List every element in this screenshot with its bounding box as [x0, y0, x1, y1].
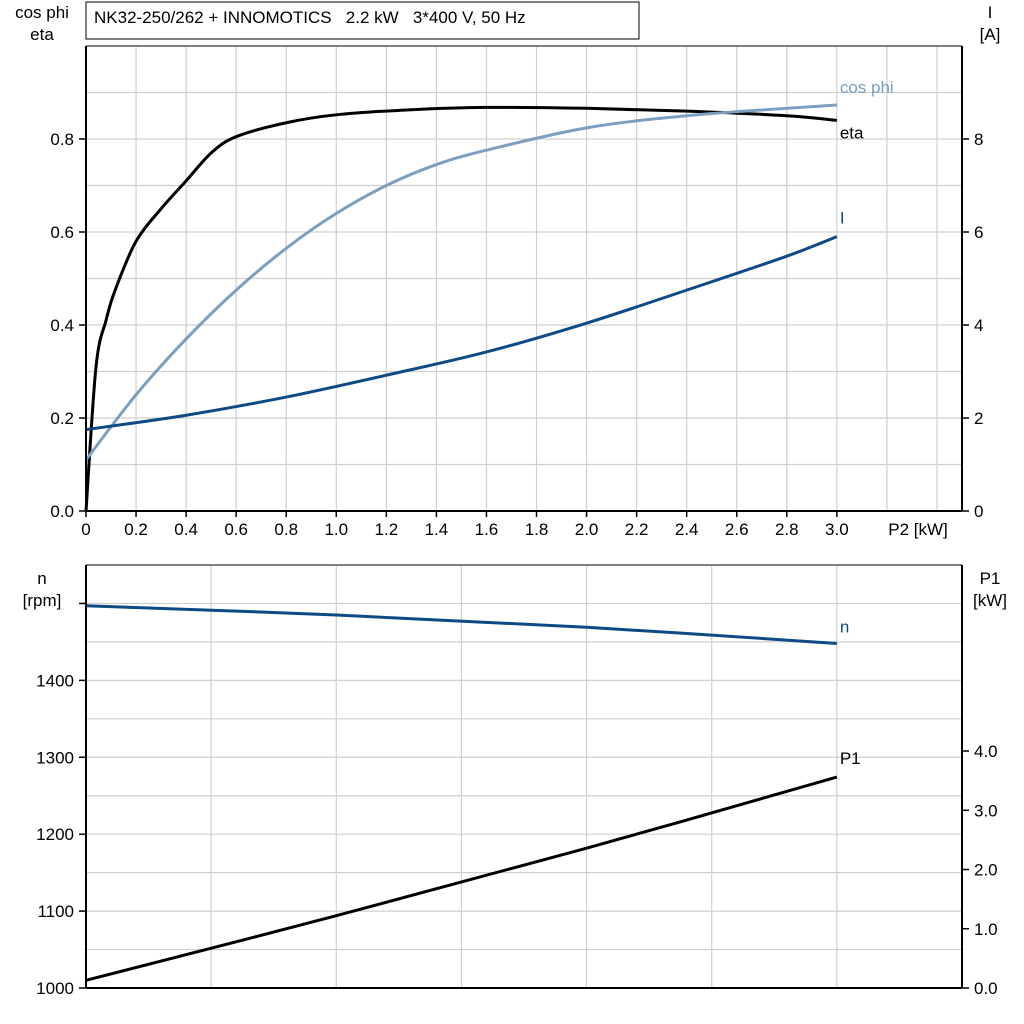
series-label-P1: P1 [840, 749, 861, 768]
series-n-line [85, 604, 837, 645]
x-axis-label: P2 [kW] [888, 520, 948, 539]
y-tick-label-left: 0.6 [50, 223, 74, 242]
y-axis-label-left: [rpm] [23, 591, 62, 610]
x-tick-label: 2.2 [625, 520, 649, 539]
series-label-n: n [840, 617, 849, 636]
title-box [85, 1, 640, 40]
y-tick-label-left: 1100 [37, 902, 74, 921]
y-tick-label-right: 0.0 [974, 979, 998, 998]
y-axis-label-right: [A] [980, 25, 1001, 44]
y-tick-label-left: 0.0 [50, 502, 74, 521]
series-label-cos-phi: cos phi [840, 78, 894, 97]
y-axis-label-left: n [37, 569, 46, 588]
x-tick-label: 2.8 [775, 520, 799, 539]
y-tick-label-left: 1300 [36, 748, 74, 767]
y-tick-label-right: 2.0 [974, 861, 998, 880]
top-grid [86, 46, 962, 511]
y-axis-label-right: [kW] [973, 591, 1007, 610]
y-tick-label-right: 2 [974, 409, 983, 428]
y-tick-label-right: 3.0 [974, 801, 998, 820]
y-axis-label-right: P1 [980, 569, 1001, 588]
x-tick-label: 2.0 [575, 520, 599, 539]
x-tick-label: 0.4 [174, 520, 198, 539]
y-tick-label-right: 4 [974, 316, 983, 335]
series-cos-phi-line [84, 103, 837, 461]
series-label-eta: eta [840, 123, 864, 142]
y-tick-label-left: 1000 [36, 979, 74, 998]
y-tick-label-right: 1.0 [974, 920, 998, 939]
y-tick-label-right: 6 [974, 223, 983, 242]
y-tick-label-left: 0.8 [50, 130, 74, 149]
y-axis-label-left: cos phi [15, 3, 69, 22]
y-tick-label-left: 0.2 [50, 409, 74, 428]
y-tick-label-right: 8 [974, 130, 983, 149]
series-I-line [85, 235, 838, 432]
series-label-I: I [840, 209, 845, 228]
chart-title: NK32-250/262 + INNOMOTICS 2.2 kW 3*400 V… [94, 8, 526, 27]
y-tick-label-right: 4.0 [974, 742, 998, 761]
y-axis-label-left: eta [30, 25, 54, 44]
y-tick-label-left: 0.4 [50, 316, 74, 335]
x-tick-label: 0 [81, 520, 90, 539]
y-tick-label-left: 1200 [36, 825, 74, 844]
x-tick-label: 3.0 [825, 520, 849, 539]
y-axis-label-right: I [988, 3, 993, 22]
x-tick-label: 0.8 [274, 520, 298, 539]
x-tick-label: 0.6 [224, 520, 248, 539]
series-P1-line [85, 775, 838, 982]
x-tick-label: 1.8 [525, 520, 549, 539]
y-tick-label-right: 0 [974, 502, 983, 521]
series-eta-line [84, 105, 837, 512]
x-tick-label: 2.4 [675, 520, 699, 539]
x-tick-label: 0.2 [124, 520, 148, 539]
x-tick-label: 1.2 [375, 520, 399, 539]
x-tick-label: 1.0 [324, 520, 348, 539]
bottom-grid [86, 565, 962, 988]
x-tick-label: 1.6 [475, 520, 499, 539]
labels: 0.0 0.2 0.4 0.6 0.8 0 2 4 6 8 0 0.2 0.4 0.6 0.8 1.0 1.2 1… [15, 3, 1007, 998]
axes [79, 45, 969, 989]
x-tick-label: 1.4 [425, 520, 449, 539]
x-tick-label: 2.6 [725, 520, 749, 539]
curves [84, 103, 838, 982]
y-tick-label-left: 1400 [36, 671, 74, 690]
